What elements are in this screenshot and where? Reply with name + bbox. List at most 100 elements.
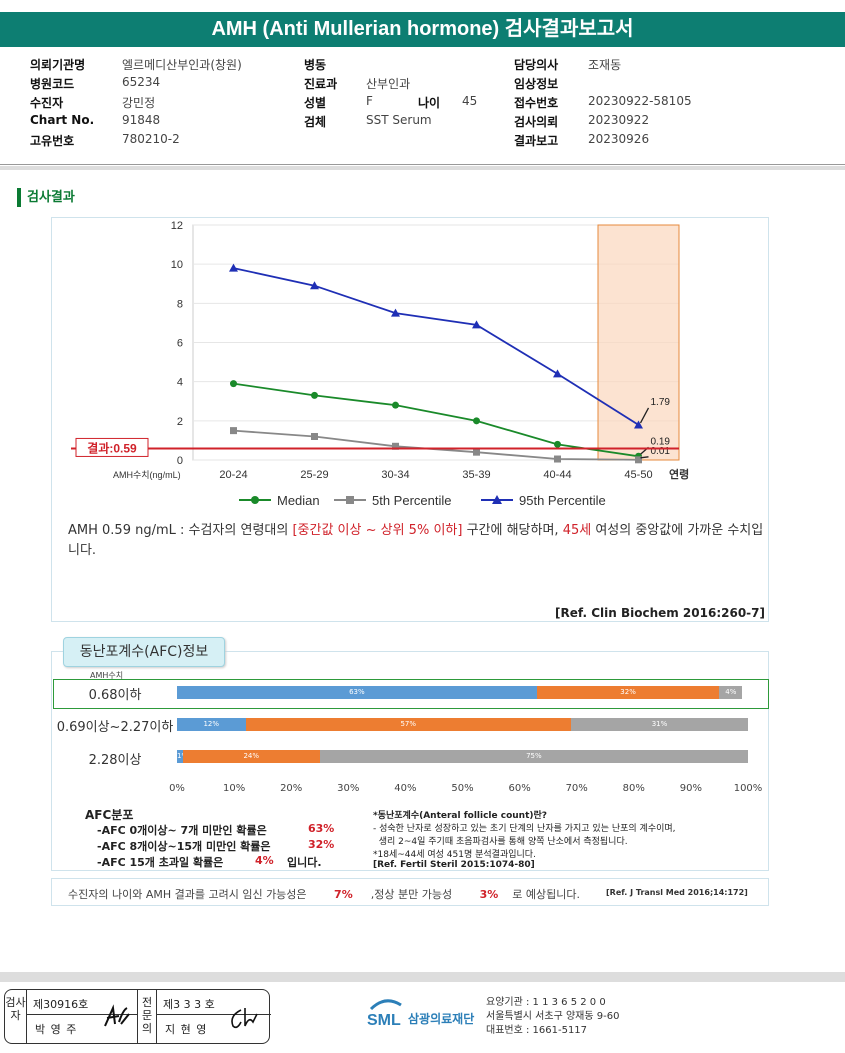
afc-dist-value: 32% [308,838,335,851]
label-pointer [640,456,649,459]
signature-2 [231,1008,258,1029]
highlight-row [53,679,769,709]
y-tick-label: 2 [177,416,183,428]
afc-axis-tick: 60% [508,783,531,794]
data-point [553,369,562,378]
label-pointer [639,407,650,424]
legend-marker [346,496,354,504]
amh-chart: 0 2 4 6 8 10 12 20-24 25-29 30-34 35-39 40-44 45-50 연… [71,220,689,508]
afc-bar-segment: 57% [245,718,571,731]
afc-row-label: 0.68이하 [88,688,142,703]
afc-axis-tick: 20% [280,783,303,794]
afc-axis-tick: 40% [394,783,417,794]
info-c1-value: 65234 [122,75,161,89]
data-point [554,455,561,463]
afc-bar: 63% 32% 4% [177,686,748,699]
y-tick-label: 12 [171,220,183,232]
info-c1-label: 고유번호 [30,134,75,148]
info-c3-label: 담당의사 [514,58,559,72]
preg-t1: 수진자의 나이와 AMH 결과를 고려시 임신 가능성은 [68,888,307,901]
info-c2-value: 산부인과 [366,77,411,91]
report-title: AMH (Anti Mullerian hormone) 검사결과보고서 [0,12,845,47]
series-line [233,267,639,426]
afc-bar-segment: 24% [182,750,320,763]
info-c1-value: 780210-2 [122,132,180,146]
interpretation-text: AMH 0.59 ng/mL : 수검자의 연령대의 [중간값 이상 ~ 상위 … [68,521,768,561]
data-point [554,440,561,448]
afc-note-line: *동난포계수(Anteral follicle count)란? [373,811,547,821]
chart-reference: [Ref. Clin Biochem 2016:260-7] [555,606,765,620]
preg-t2: ,정상 분만 가능성 [370,888,453,901]
afc-note-line: - 성숙한 난자로 성장하고 있는 초기 단계의 난자를 가지고 있는 난포의 … [373,824,676,834]
afc-axis-tick: 0% [169,783,185,794]
info-c3-label: 결과보고 [514,134,559,148]
afc-dist-text: -AFC 0개이상~ 7개 미만인 확률은 [97,824,267,837]
stamp-h2: 전문의 [137,990,157,1043]
y-tick-label: 8 [177,298,183,310]
data-point [392,401,399,409]
afc-axis-tick: 100% [733,783,763,794]
stamp-n1: 제30916호 [33,998,89,1011]
info-c2-value: F [366,94,373,108]
result-label: 결과:0.59 [87,440,137,455]
info-c3-value: 20230926 [588,132,650,146]
patient-info: 의뢰기관명 엘르메디산부인과(창원) 병원코드 65234 수진자 강민정 Chart No… [0,50,845,165]
preg-reference: [Ref. J Transl Med 2016;14:172] [606,888,748,897]
interp-age: 45세 [562,523,592,538]
org-line-2: 서울특별시 서초구 양재동 9-60 [486,1011,620,1022]
afc-bar-segment: 4% [719,686,743,699]
info-c2-label: 검체 [304,115,327,129]
data-point [311,433,318,440]
y-tick-label: 6 [177,338,183,350]
interp-5: 여성의 중앙값에 가까운 수치입니다. [68,523,764,558]
info-c3-label: 검사의뢰 [514,115,559,129]
preg-t3: 로 예상됩니다. [512,888,580,901]
preg-v1: 7% [334,888,353,901]
afc-axis-tick: 30% [337,783,360,794]
info-c1-value: 91848 [122,113,161,127]
info-c2-label: 진료과 [304,77,338,91]
afc-bar-segment: 75% [319,750,748,763]
info-c1-value: 엘르메디산부인과(창원) [122,58,242,72]
stamp-n2: 제3 3 3 호 [163,998,215,1011]
afc-dist-text: -AFC 8개이상~15개 미만인 확률은 [97,840,271,853]
afc-dist-suffix: 입니다. [287,856,322,869]
org-contact: 요양기관 : 1 1 3 6 5 2 0 0 서울특별시 서초구 양재동 9-6… [486,996,619,1038]
info-c2-value: SST Serum [366,113,432,127]
afc-note-line: *18세~44세 여성 451명 분석결과입니다. [373,850,536,860]
info-c3-value: 20230922 [588,113,650,127]
afc-bar-segment: 12% [177,718,246,731]
info-c3-label: 임상정보 [514,77,559,91]
org-line-1: 요양기관 : 1 1 3 6 5 2 0 0 [486,997,606,1008]
afc-dist-title: AFC분포 [85,808,134,822]
afc-bar: 1%24%75% [177,750,748,763]
x-tick-label: 25-29 [300,469,328,481]
stamp-p1: 박 영 주 [35,1023,78,1036]
x-tick-label: 45-50 [624,469,652,481]
sml-logo-icon: SML [367,999,402,1029]
y-axis-label: AMH수치(ng/mL) [113,469,181,480]
result-box [75,437,149,457]
stamp-p2: 지 현 영 [165,1023,208,1036]
data-point [473,448,480,456]
point-label: 1.79 [651,397,671,408]
legend-label: Median [277,493,320,508]
info-c2-label: 병동 [304,58,327,72]
stamp-h1: 검사자 [5,990,27,1043]
afc-dist-value: 4% [255,854,274,867]
info-c1-label: 수진자 [30,96,64,110]
divider [0,166,845,170]
data-point [230,380,237,388]
info-c3-label: 접수번호 [514,96,559,110]
info-c2-label: 성별 [304,96,327,110]
signature-stamp: 검사자 제30916호 박 영 주 전문의 제3 3 3 호 지 현 영 [4,989,271,1044]
afc-axis-tick: 70% [565,783,588,794]
x-tick-label: 30-34 [381,469,409,481]
afc-axis-tick: 50% [451,783,474,794]
amh-axis-label: AMH수치 [90,671,124,680]
afc-row-label: 0.69이상~2.27이하 [56,720,174,735]
data-point [473,417,480,425]
info-c1-value: 강민정 [122,96,156,110]
afc-bar-segment: 32% [536,686,720,699]
legend-marker [492,495,502,504]
